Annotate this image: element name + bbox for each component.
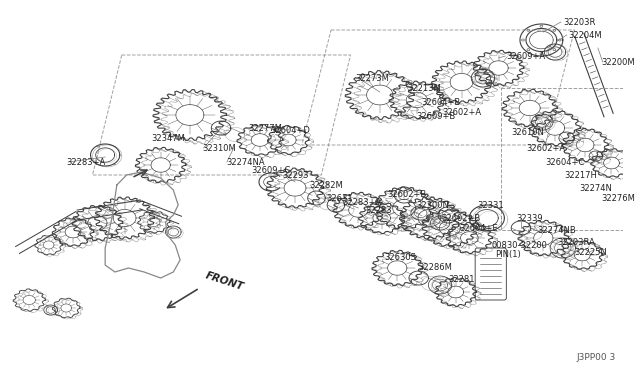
Text: 32273M: 32273M — [355, 74, 389, 83]
Text: 32602+A: 32602+A — [526, 144, 565, 153]
Text: 32283+A: 32283+A — [66, 157, 106, 167]
Text: 32286M: 32286M — [419, 263, 452, 273]
Text: 32277M: 32277M — [248, 124, 282, 132]
Text: 32630S: 32630S — [385, 253, 417, 263]
Text: 32282M: 32282M — [310, 180, 344, 189]
Text: 32293: 32293 — [282, 170, 309, 180]
Text: 32274NB: 32274NB — [538, 225, 576, 234]
Text: 32204M: 32204M — [569, 31, 602, 39]
Text: 32604+B: 32604+B — [422, 97, 461, 106]
Text: 32213M: 32213M — [407, 83, 441, 93]
Text: 32274NA: 32274NA — [226, 157, 264, 167]
Text: 32339: 32339 — [516, 214, 543, 222]
Text: 32283: 32283 — [365, 205, 392, 215]
Text: 32602+B: 32602+B — [388, 189, 427, 199]
Text: 32631: 32631 — [326, 193, 353, 202]
Text: 32225N: 32225N — [575, 247, 607, 257]
Text: 32283+A: 32283+A — [343, 198, 382, 206]
Text: 00830-32200: 00830-32200 — [492, 241, 548, 250]
Text: 32274N: 32274N — [579, 183, 612, 192]
Text: J3PP00 3: J3PP00 3 — [576, 353, 616, 362]
Text: 32310M: 32310M — [202, 144, 236, 153]
Text: 32347M: 32347M — [151, 134, 185, 142]
Text: 32609+B: 32609+B — [417, 112, 456, 121]
Text: 32604+D: 32604+D — [271, 125, 310, 135]
Text: 32604+C: 32604+C — [545, 157, 584, 167]
Text: 32602+A: 32602+A — [442, 108, 481, 116]
Text: 32217H: 32217H — [564, 170, 598, 180]
Text: 32203R: 32203R — [563, 17, 595, 26]
Text: 32200M: 32200M — [602, 58, 636, 67]
Text: 32331: 32331 — [477, 201, 504, 209]
Text: 32602+B: 32602+B — [441, 214, 481, 222]
Text: 32300N: 32300N — [417, 201, 450, 209]
Text: 32609+C: 32609+C — [252, 166, 291, 174]
Text: FRONT: FRONT — [204, 270, 245, 292]
Text: 32604+E: 32604+E — [460, 224, 498, 232]
Text: 32203RA: 32203RA — [557, 237, 595, 247]
Text: 32281: 32281 — [448, 276, 474, 285]
Text: 32609+A: 32609+A — [506, 51, 545, 61]
Text: PIN(1): PIN(1) — [495, 250, 520, 260]
Text: 32276M: 32276M — [602, 193, 636, 202]
Text: 32610N: 32610N — [511, 128, 544, 137]
